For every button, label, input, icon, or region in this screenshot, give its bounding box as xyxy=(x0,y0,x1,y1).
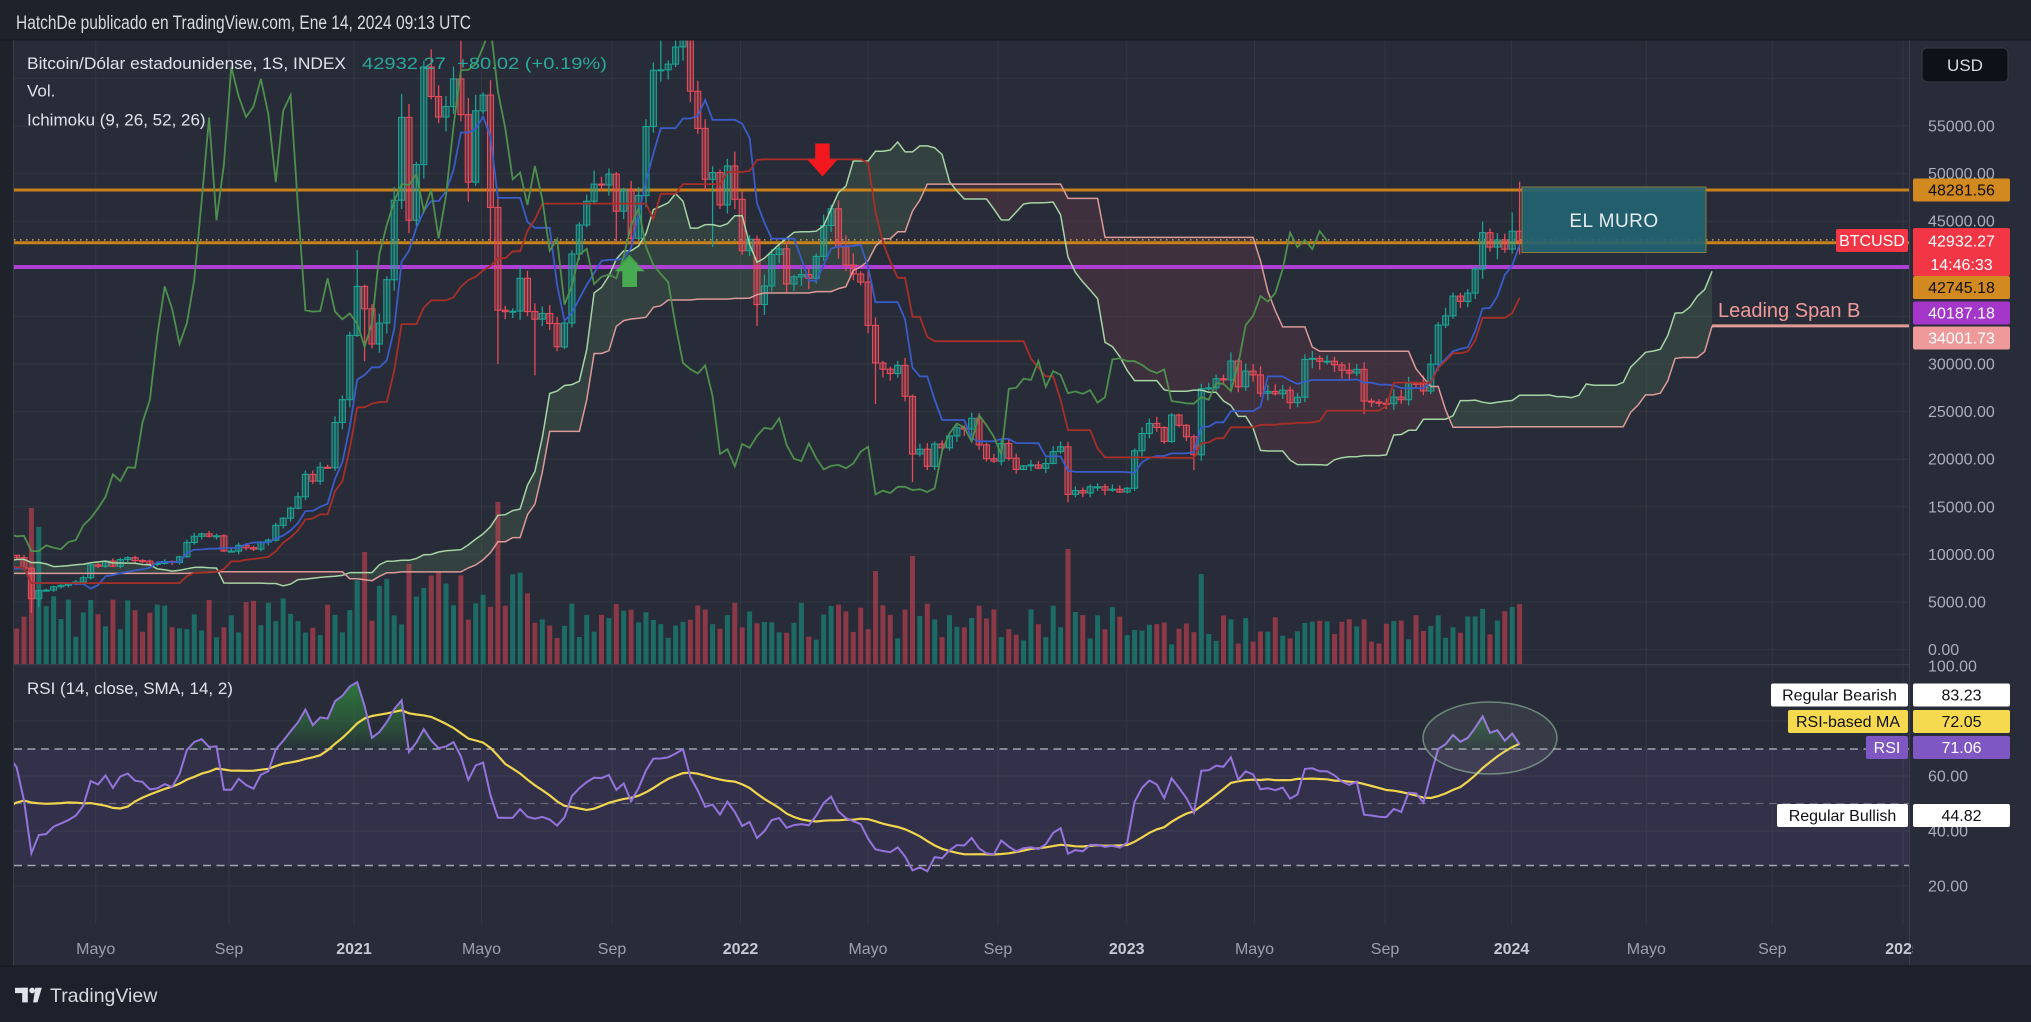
svg-text:40187.18: 40187.18 xyxy=(1928,306,1995,323)
svg-text:15000.00: 15000.00 xyxy=(1928,499,1995,516)
svg-text:Mayo: Mayo xyxy=(76,941,115,958)
svg-text:42745.18: 42745.18 xyxy=(1928,280,1995,297)
svg-text:44.82: 44.82 xyxy=(1941,808,1981,825)
svg-text:2023: 2023 xyxy=(1109,941,1145,958)
svg-text:83.23: 83.23 xyxy=(1941,688,1981,705)
svg-text:2024: 2024 xyxy=(1494,941,1530,958)
svg-text:Sep: Sep xyxy=(215,941,244,958)
svg-text:RSI-based MA: RSI-based MA xyxy=(1796,714,1900,731)
svg-text:Sep: Sep xyxy=(598,941,627,958)
svg-text:EL MURO: EL MURO xyxy=(1569,211,1658,232)
svg-text:RSI (14, close, SMA, 14, 2): RSI (14, close, SMA, 14, 2) xyxy=(27,679,233,698)
svg-text:20.00: 20.00 xyxy=(1928,879,1968,896)
svg-text:48281.56: 48281.56 xyxy=(1928,183,1995,200)
svg-text:2025: 2025 xyxy=(1885,941,1921,958)
svg-text:Regular Bearish: Regular Bearish xyxy=(1782,688,1897,705)
svg-text:40.00: 40.00 xyxy=(1928,824,1968,841)
svg-text:Bitcoin/Dólar estadounidense,: Bitcoin/Dólar estadounidense, 1S, INDEX xyxy=(27,54,346,73)
svg-text:20000.00: 20000.00 xyxy=(1928,452,1995,469)
svg-text:30000.00: 30000.00 xyxy=(1928,357,1995,374)
svg-text:Sep: Sep xyxy=(984,941,1013,958)
svg-text:55000.00: 55000.00 xyxy=(1928,119,1995,136)
svg-text:0.00: 0.00 xyxy=(1928,642,1959,659)
svg-text:HatchDe publicado en TradingVi: HatchDe publicado en TradingView.com, En… xyxy=(16,13,471,34)
svg-text:25000.00: 25000.00 xyxy=(1928,404,1995,421)
svg-text:Sep: Sep xyxy=(1758,941,1787,958)
svg-text:BTCUSD: BTCUSD xyxy=(1839,233,1905,250)
svg-text:Regular Bullish: Regular Bullish xyxy=(1789,808,1897,825)
svg-text:71.06: 71.06 xyxy=(1941,740,1981,757)
svg-text:Sep: Sep xyxy=(1371,941,1400,958)
svg-text:45000.00: 45000.00 xyxy=(1928,214,1995,231)
svg-text:Vol.: Vol. xyxy=(27,82,55,101)
svg-text:72.05: 72.05 xyxy=(1941,714,1981,731)
svg-text:2021: 2021 xyxy=(336,941,372,958)
svg-text:42932.27 +80.02 (+0.19%): 42932.27 +80.02 (+0.19%) xyxy=(362,54,607,73)
svg-text:Leading Span B: Leading Span B xyxy=(1718,300,1860,322)
svg-text:RSI: RSI xyxy=(1874,740,1901,757)
svg-text:2022: 2022 xyxy=(723,941,759,958)
svg-text:TradingView: TradingView xyxy=(50,985,158,1007)
svg-text:10000.00: 10000.00 xyxy=(1928,547,1995,564)
svg-text:Mayo: Mayo xyxy=(1235,941,1274,958)
svg-text:Mayo: Mayo xyxy=(1627,941,1666,958)
svg-text:USD: USD xyxy=(1947,56,1983,75)
svg-text:Mayo: Mayo xyxy=(462,941,501,958)
svg-text:Mayo: Mayo xyxy=(848,941,887,958)
svg-text:100.00: 100.00 xyxy=(1928,659,1977,676)
svg-text:5000.00: 5000.00 xyxy=(1928,595,1986,612)
svg-text:14:46:33: 14:46:33 xyxy=(1930,257,1992,274)
svg-text:34001.73: 34001.73 xyxy=(1928,331,1995,348)
svg-text:Ichimoku (9, 26, 52, 26): Ichimoku (9, 26, 52, 26) xyxy=(27,111,206,130)
svg-text:60.00: 60.00 xyxy=(1928,769,1968,786)
svg-text:42932.27: 42932.27 xyxy=(1928,234,1995,251)
